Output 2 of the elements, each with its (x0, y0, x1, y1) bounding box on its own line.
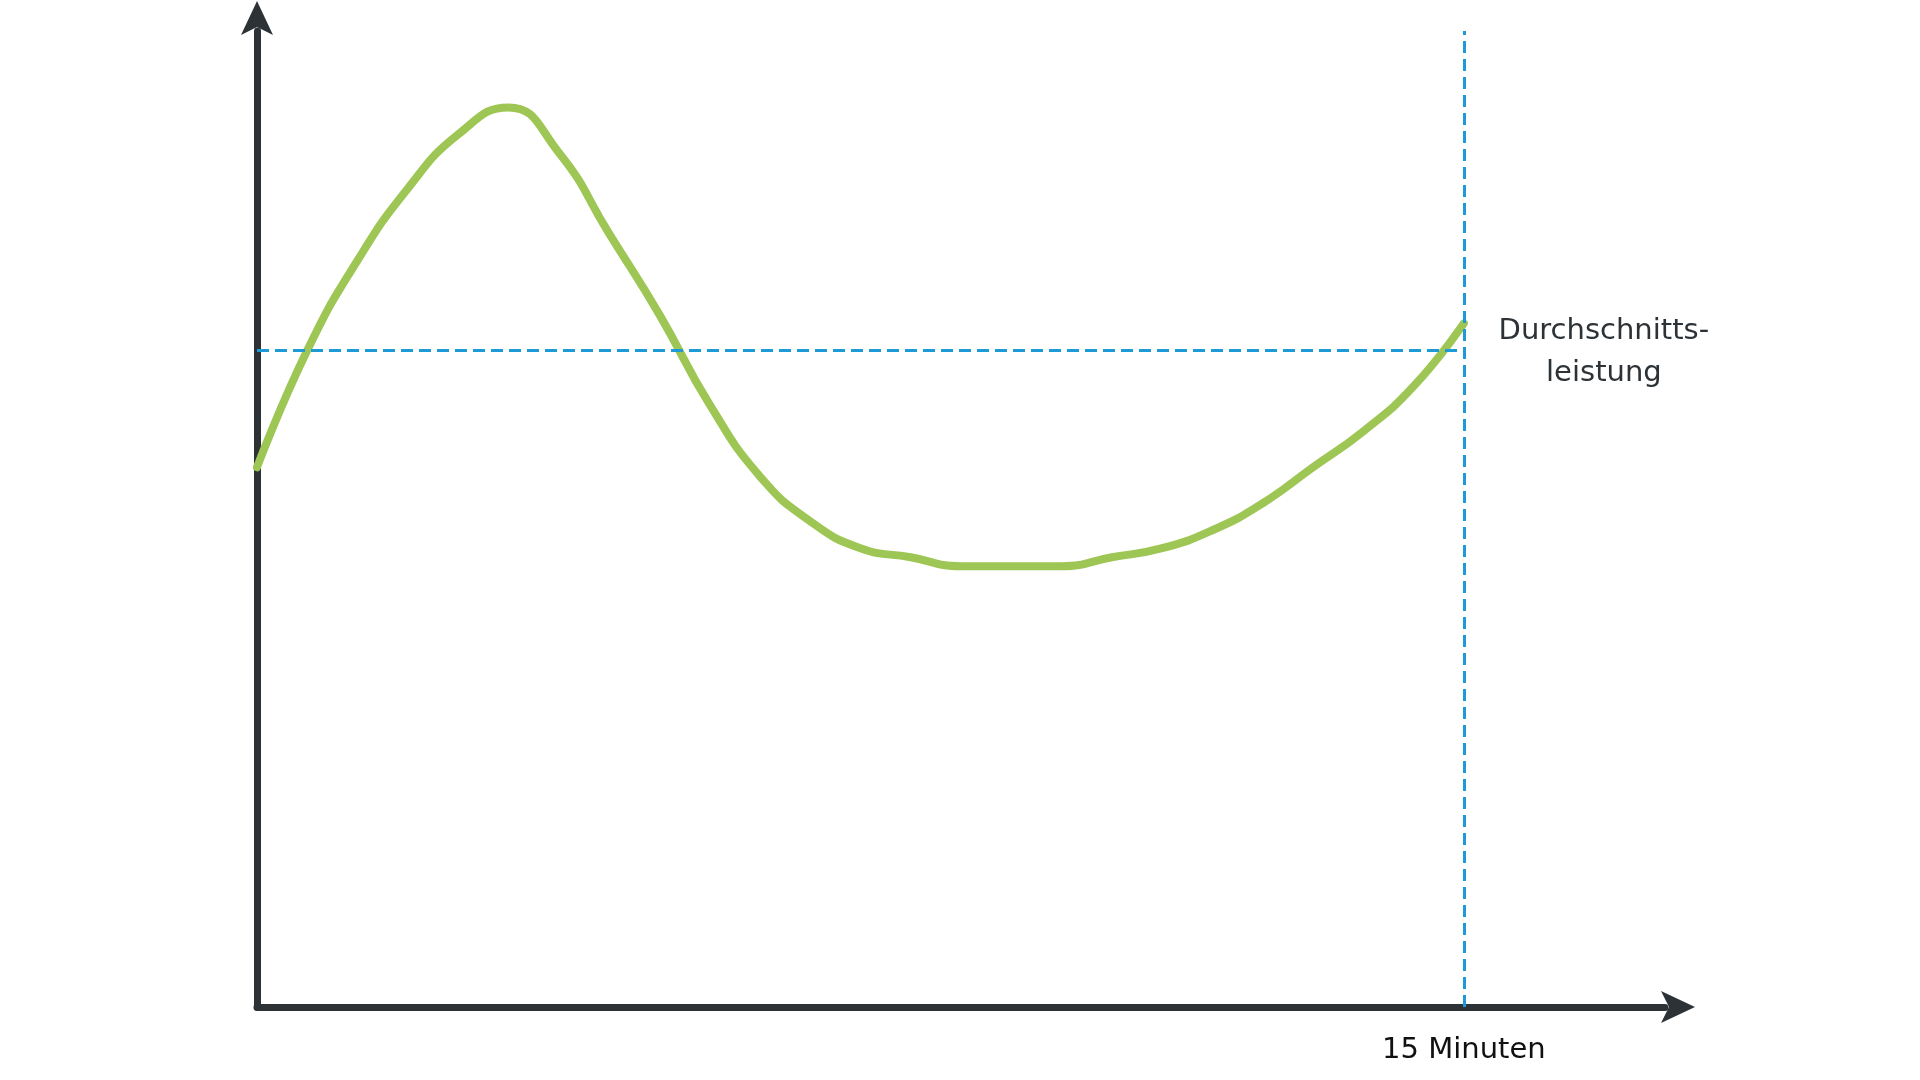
text: 15 Minuten (1382, 1030, 1546, 1065)
ref-line-label: Durchschnitts- leistung (1498, 312, 1710, 389)
